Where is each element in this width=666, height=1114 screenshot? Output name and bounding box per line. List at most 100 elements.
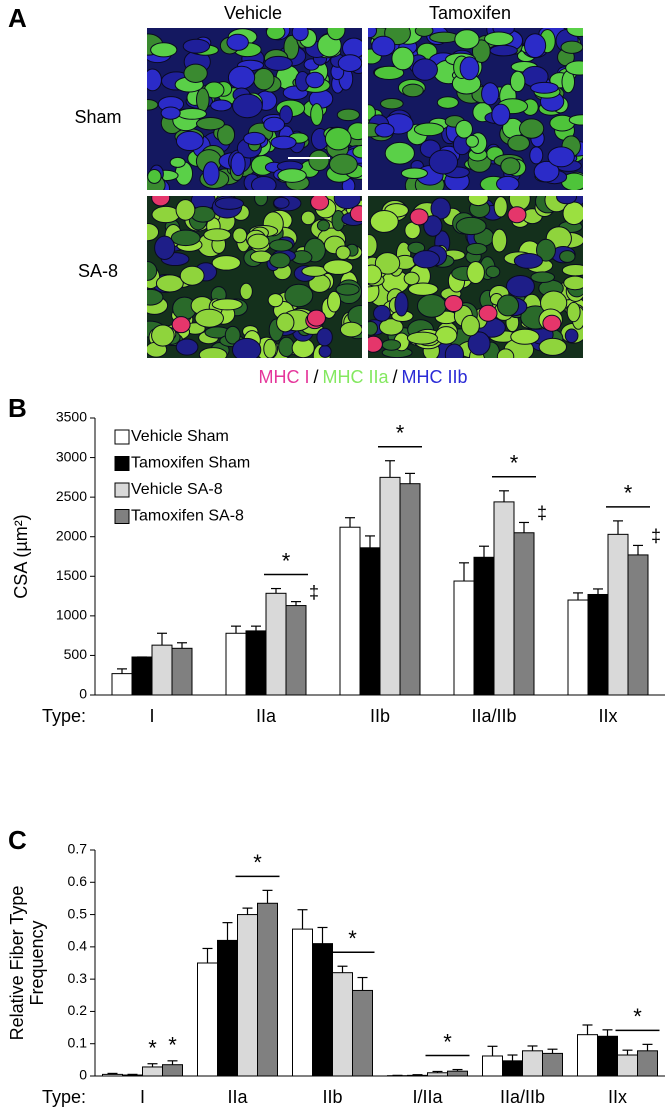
x-tick-label: IIx [598, 706, 617, 726]
fiber [170, 229, 201, 247]
fiber [538, 337, 568, 356]
bar [257, 902, 278, 1077]
annotation: ‡ [537, 503, 547, 523]
y-axis-label: Frequency [27, 920, 47, 1005]
fiber [227, 65, 256, 90]
fiber [175, 130, 204, 152]
fiber [169, 156, 186, 168]
fiber [412, 58, 438, 81]
fiber [414, 28, 434, 37]
annotation: * [510, 451, 519, 476]
fiber [277, 168, 307, 183]
bar [502, 1060, 523, 1077]
bar [587, 593, 609, 696]
fiber [403, 271, 420, 286]
fiber [513, 253, 543, 269]
fiber [147, 99, 159, 111]
y-tick-label: 0 [79, 686, 87, 702]
fiber [566, 28, 583, 37]
fiber [368, 28, 378, 39]
fiber [337, 54, 362, 73]
legend-label: Vehicle SA-8 [131, 481, 223, 498]
fiber [402, 83, 424, 98]
fiber [263, 338, 277, 358]
y-tick-label: 0.1 [68, 1034, 88, 1050]
fiber [368, 264, 383, 285]
bar [162, 1064, 183, 1077]
bar [312, 943, 333, 1077]
fiber [305, 71, 325, 89]
annotation: * [148, 1036, 157, 1061]
stain-legend: MHC I / MHC IIa / MHC IIb [258, 367, 467, 387]
fiber [316, 219, 330, 232]
bar [197, 962, 218, 1077]
x-tick-label: IIa [256, 706, 277, 726]
x-tick-label: IIa/IIb [500, 1087, 545, 1107]
bar [102, 1073, 123, 1077]
x-axis-label: Type: [42, 1087, 86, 1107]
fiber [326, 28, 346, 41]
type-i-fiber [171, 316, 191, 334]
fiber [308, 149, 330, 172]
fiber [224, 325, 241, 345]
fiber [406, 331, 438, 345]
bar [332, 972, 353, 1077]
legend-label: MHC IIa [322, 367, 389, 387]
fiber [147, 260, 158, 281]
fiber [489, 44, 518, 57]
fiber [536, 238, 556, 262]
type-i-fiber [368, 335, 383, 353]
bar [142, 1066, 163, 1077]
fiber [510, 328, 540, 345]
x-tick-label: IIa [227, 1087, 248, 1107]
fiber [147, 68, 162, 92]
fiber [202, 161, 220, 186]
x-tick-label: IIb [370, 706, 390, 726]
bar [379, 476, 401, 696]
fiber [444, 343, 464, 358]
fiber [412, 250, 440, 269]
fiber [481, 82, 500, 106]
x-axis-label: Type: [42, 706, 86, 726]
fiber [459, 56, 480, 81]
fiber [368, 320, 378, 336]
fiber [267, 293, 284, 308]
fiber [373, 65, 405, 80]
x-tick-label: IIx [608, 1087, 627, 1107]
fiber [455, 119, 473, 139]
fiber [264, 55, 293, 71]
bar [473, 556, 495, 696]
fiber [339, 321, 362, 338]
fiber [214, 197, 244, 210]
column-label: Tamoxifen [429, 3, 511, 23]
type-i-fiber [507, 206, 527, 224]
bar [607, 533, 629, 696]
bar [111, 673, 133, 696]
y-tick-label: 0.5 [68, 905, 88, 921]
bar [617, 1054, 638, 1077]
micrograph [147, 28, 362, 190]
bar [285, 605, 307, 696]
bar [542, 1052, 563, 1077]
fiber [368, 234, 378, 258]
bar [627, 554, 649, 696]
fiber [254, 196, 268, 207]
fiber [211, 255, 241, 271]
fiber [329, 153, 358, 175]
bar [597, 1035, 618, 1077]
fiber [407, 282, 439, 296]
fiber [484, 31, 514, 47]
bar [131, 656, 153, 696]
fiber [429, 31, 460, 44]
fiber [150, 42, 178, 58]
fiber [496, 348, 515, 358]
bar [237, 914, 258, 1077]
fiber [485, 265, 501, 279]
fiber [263, 116, 286, 133]
type-i-fiber [409, 208, 429, 226]
fiber [198, 347, 228, 358]
fiber [547, 146, 575, 168]
y-tick-label: 1000 [56, 607, 87, 623]
fiber [327, 290, 342, 313]
annotation: * [282, 548, 291, 573]
